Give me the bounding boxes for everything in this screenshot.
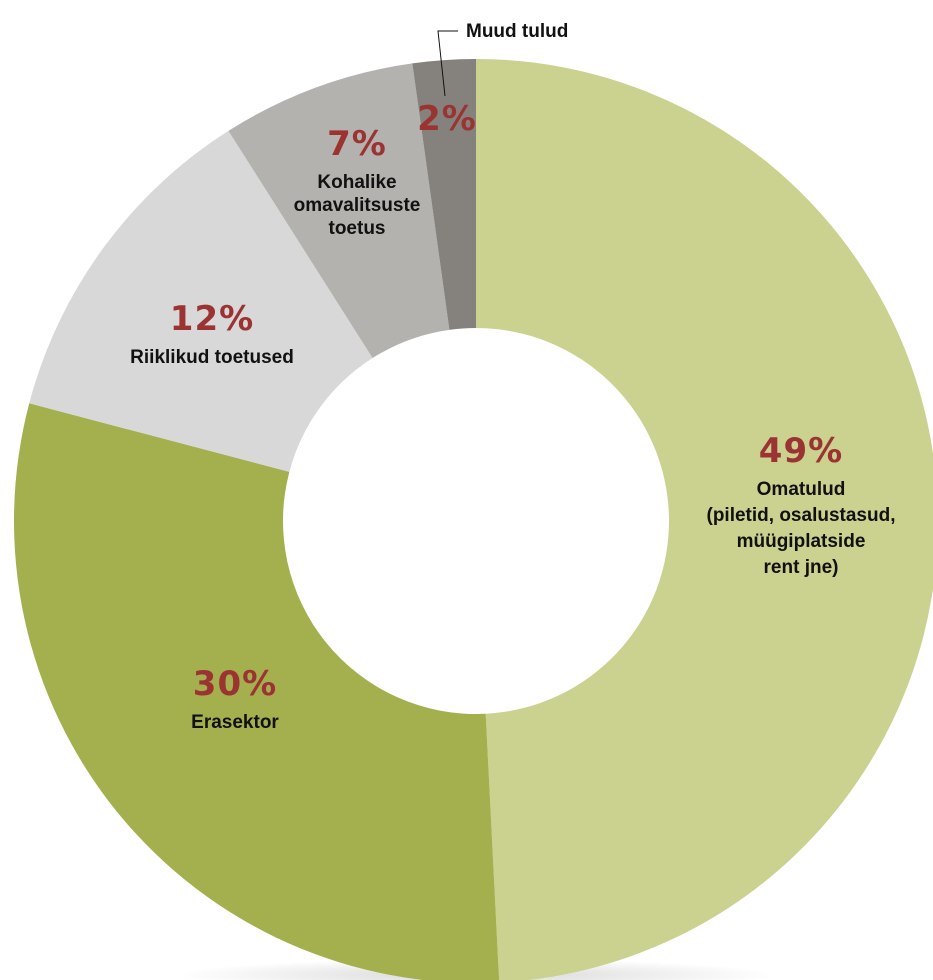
category-label-omatulud-line-4: rent jne) [764, 557, 839, 578]
category-label-riiklikud-toetused-line-1: Riiklikud toetused [130, 347, 294, 368]
percent-label-omatulud: 49% [759, 431, 843, 471]
labels-group: 49% Omatulud (piletid, osalustasud, müügipl… [130, 21, 895, 733]
category-label-kohalike-line-1: Kohalike [317, 172, 396, 193]
percent-label-kohalike: 7% [327, 124, 387, 164]
slice-erasektor [14, 403, 500, 980]
callout-label-muud-tulud: Muud tulud [466, 21, 568, 42]
slice-riiklikud-toetused [29, 130, 373, 472]
slices-group [14, 59, 933, 980]
percent-label-erasektor: 30% [193, 664, 277, 704]
category-label-omatulud-line-1: Omatulud [757, 479, 846, 500]
category-label-kohalike-line-3: toetus [329, 218, 386, 239]
percent-label-riiklikud-toetused: 12% [170, 299, 254, 339]
category-label-kohalike-line-2: omavalitsuste [294, 195, 421, 216]
slice-omatulud [476, 59, 933, 980]
category-label-omatulud-line-2: (piletid, osalustasud, [707, 505, 896, 526]
category-label-omatulud-line-3: müügiplatside [737, 531, 866, 552]
callout-leader-line [437, 30, 458, 97]
slice-kohalike [228, 63, 450, 359]
category-label-erasektor-line-1: Erasektor [191, 712, 279, 733]
percent-label-muud-tulud: 2% [417, 99, 477, 139]
slice-muud-tulud [412, 59, 476, 330]
